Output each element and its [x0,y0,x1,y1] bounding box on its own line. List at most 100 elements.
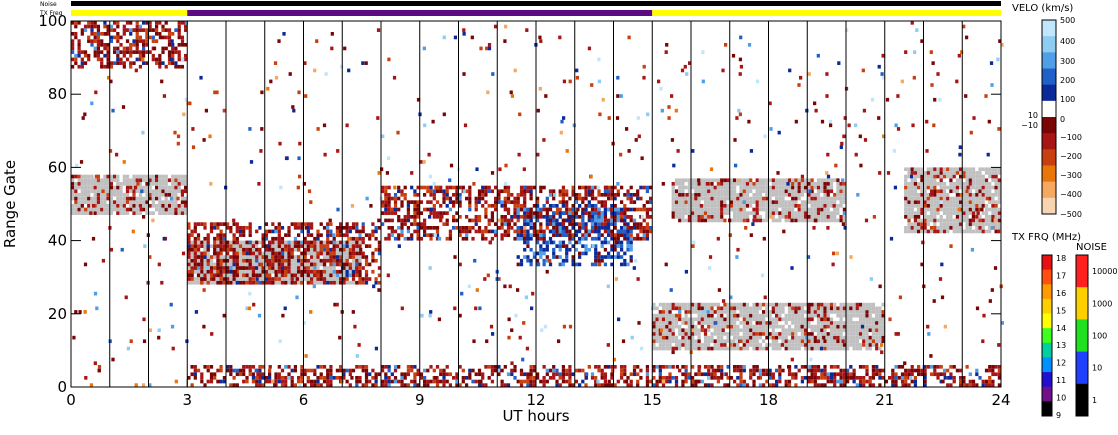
data-cell [968,200,972,204]
data-cell [797,207,801,212]
data-cell [942,171,947,175]
data-cell [477,215,482,219]
data-cell [351,262,356,267]
data-cell [733,193,737,197]
data-cell [494,204,498,208]
data-cell [778,376,782,380]
data-cell [442,211,446,215]
data-cell [371,383,375,387]
data-cell [271,266,275,270]
data-cell [681,372,685,377]
data-cell [729,193,734,197]
data-cell [400,189,404,194]
data-cell [448,236,453,241]
data-cell [342,226,346,230]
data-cell [506,383,511,387]
data-cell [752,365,756,369]
data-cell [345,233,349,237]
data-cell [755,368,759,373]
data-cell [787,178,792,183]
data-cell [293,226,298,230]
data-cell [594,222,598,226]
data-cell [109,200,114,204]
data-cell [826,200,830,204]
data-cell [975,218,979,223]
data-cell [284,379,288,384]
data-cell [339,222,343,226]
data-cell [494,222,498,226]
data-cell [284,277,288,281]
data-cell [77,207,81,212]
data-cell [474,204,478,208]
data-cell [581,185,585,190]
data-cell [371,222,375,226]
data-cell [794,328,798,333]
data-cell [733,196,737,201]
data-cell [968,189,972,194]
data-cell [484,383,488,387]
data-cell [820,339,824,344]
data-cell [739,302,743,307]
data-cell [584,383,588,387]
data-cell [500,189,504,194]
data-cell [348,247,352,252]
data-cell [393,196,398,201]
data-cell [555,244,559,248]
data-cell [222,255,227,259]
data-cell [526,383,530,387]
data-cell [716,182,721,186]
data-cell [846,332,850,336]
data-cell [226,266,230,270]
data-cell [109,211,114,215]
data-cell [316,280,320,285]
data-cell [739,211,743,215]
data-cell [565,193,569,197]
data-cell [390,229,394,234]
data-cell [545,215,549,219]
data-cell [87,196,91,201]
data-cell [949,218,953,223]
data-cell [245,277,249,281]
data-cell [442,189,446,194]
data-cell [603,215,608,219]
data-cell [742,310,746,314]
data-cell [435,379,440,384]
data-cell [955,167,960,172]
data-cell [758,332,763,336]
data-cell [736,368,740,373]
data-cell [684,379,688,384]
data-cell [930,196,934,201]
data-cell [364,258,369,263]
data-cell [435,189,440,194]
data-cell [284,280,288,285]
data-cell [871,306,876,311]
data-cell [264,251,269,256]
data-cell [855,343,859,347]
data-cell [813,204,817,208]
data-cell [752,339,756,344]
data-cell [797,321,801,325]
data-cell [558,372,562,377]
data-cell [316,376,320,380]
data-cell [678,189,682,194]
data-cell [775,368,779,373]
data-cell [836,218,840,223]
data-cell [968,178,972,183]
data-cell [610,215,614,219]
data-cell [836,328,840,333]
data-cell [959,171,963,175]
data-cell [125,196,130,201]
data-cell [590,376,595,380]
data-cell [723,383,727,387]
data-cell [678,182,682,186]
data-cell [797,306,801,311]
data-cell [742,365,746,369]
data-cell [710,189,714,194]
data-cell [113,185,117,190]
data-cell [313,255,317,259]
data-cell [348,266,352,270]
data-cell [474,207,478,212]
data-cell [962,193,966,197]
data-cell [116,196,120,201]
data-cell [503,222,507,226]
